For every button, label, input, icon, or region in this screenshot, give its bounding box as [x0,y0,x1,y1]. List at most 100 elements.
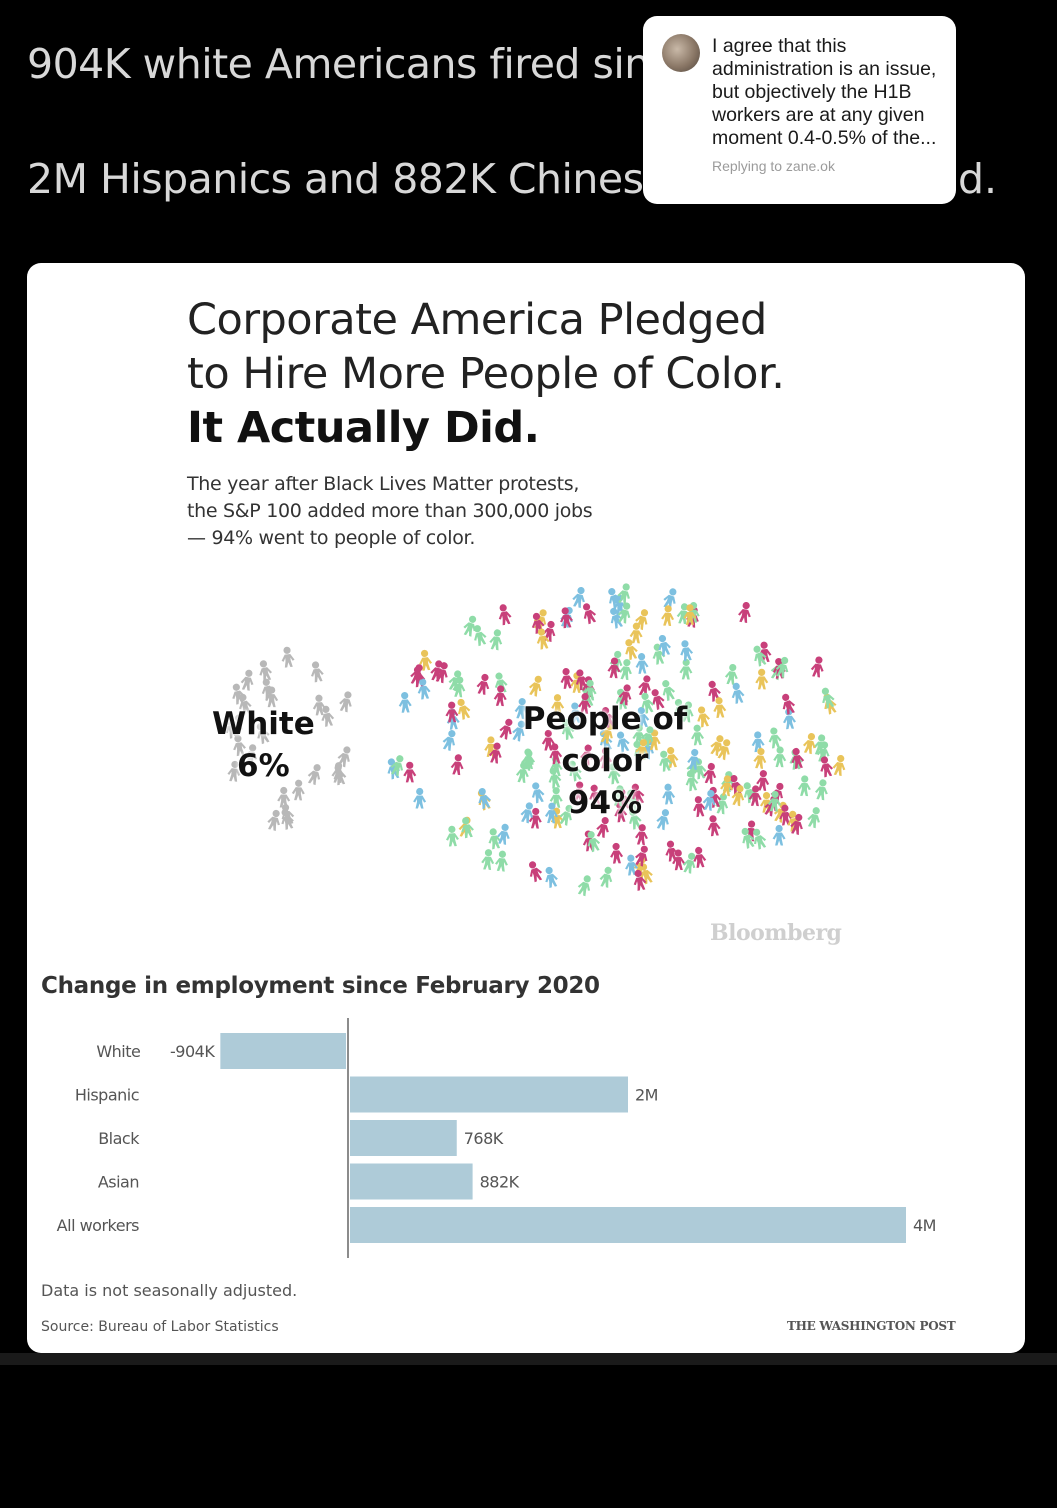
poc-person-icon [607,763,621,785]
poc-person-icon [413,787,427,809]
poc-person-icon [544,802,558,824]
poc-person-icon [442,730,456,752]
poc-person-icon [390,755,404,777]
poc-person-icon [625,854,639,876]
poc-person-icon [610,607,624,629]
poc-person-icon [536,628,550,650]
poc-person-icon [528,861,543,883]
poc-person-icon [802,733,816,755]
poc-person-icon [753,747,767,769]
poc-person-icon [665,840,679,862]
poc-person-icon [820,756,834,778]
reply-preview-popup[interactable]: I agree that this administration is an i… [643,16,956,204]
poc-person-icon [697,706,710,728]
poc-person-icon [791,747,805,769]
white-person-icon [337,746,351,768]
poc-person-icon [548,767,562,789]
bloomberg-logo: Bloomberg [710,920,842,946]
category-label: Black [98,1129,140,1148]
poc-person-icon [499,718,513,740]
bottom-divider [0,1353,1057,1365]
white-person-icon [310,661,324,683]
value-label: 2M [635,1086,658,1105]
poc-person-icon [445,825,459,847]
headline-line-1: Corporate America Pledged [187,295,767,345]
white-person-icon [281,808,294,830]
poc-person-icon [488,828,502,850]
poc-person-icon [531,782,545,804]
poc-person-icon [703,762,717,784]
poc-person-icon [821,687,835,709]
poc-person-icon [772,824,786,846]
poc-person-icon [816,741,830,763]
poc-person-icon [417,678,431,700]
poc-person-icon [463,615,477,637]
poc-person-icon [662,680,676,702]
poc-person-icon [476,673,490,695]
poc-person-icon [587,831,601,853]
poc-person-icon [661,605,675,627]
poc-person-icon [569,702,583,724]
value-label: -904K [170,1042,215,1061]
poc-person-icon [753,828,767,850]
poc-person-icon [665,746,679,768]
reply-text: I agree that this administration is an i… [712,35,937,149]
poc-person-icon [457,698,471,720]
value-label: 768K [464,1129,504,1148]
poc-person-icon [713,697,727,718]
poc-person-icon [445,701,459,723]
poc-person-icon [493,685,507,707]
poc-person-icon [618,684,632,706]
poc-person-icon [635,609,649,631]
poc-person-icon [612,785,626,807]
poc-person-icon [641,692,654,714]
poc-person-icon [663,588,677,610]
poc-person-icon [753,645,767,667]
poc-person-icon [738,602,751,624]
poc-person-icon [680,701,694,723]
poc-person-icon [520,802,534,824]
poc-person-icon [632,724,646,746]
white-person-icon [267,809,280,831]
tweet-text-line-2-end: d. [958,155,998,203]
poc-person-icon [430,660,444,682]
poc-person-icon [478,788,491,810]
value-label: 882K [480,1173,520,1192]
poc-person-icon [498,604,512,626]
poc-person-icon [551,694,565,715]
subtitle-line-2: the S&P 100 added more than 300,000 jobs [187,500,593,522]
poc-person-icon [680,640,694,662]
category-label: Asian [98,1173,139,1192]
poc-person-icon [741,827,755,849]
poc-person-icon [702,789,716,811]
avatar [662,34,700,72]
white-person-icon [261,678,275,700]
bar-all-workers [350,1207,906,1243]
white-label-group: White 6% [212,703,315,787]
poc-person-icon [797,775,811,797]
white-person-icon [239,693,252,715]
category-label: White [96,1042,140,1061]
poc-person-icon [461,817,474,839]
poc-person-icon [481,849,495,870]
poc-person-icon [814,779,828,801]
poc-person-icon [528,807,542,829]
subtitle: The year after Black Lives Matter protes… [187,471,593,552]
poc-person-icon [720,775,734,797]
white-person-icon [277,786,291,808]
poc-person-icon [724,663,738,685]
poc-person-icon [572,781,586,803]
subtitle-line-1: The year after Black Lives Matter protes… [187,473,580,495]
poc-person-icon [514,698,528,719]
headline-line-2: to Hire More People of Color. [187,349,785,399]
bar-asian [350,1163,473,1200]
poc-person-icon [662,783,676,805]
poc-label: People of color [522,701,688,779]
poc-person-icon [756,770,770,791]
poc-person-icon [631,783,645,805]
poc-percent: 94% [567,785,643,821]
poc-person-icon [582,603,597,625]
people-icon-cloud [225,583,846,897]
white-person-icon [307,764,321,786]
poc-person-icon [403,761,417,783]
